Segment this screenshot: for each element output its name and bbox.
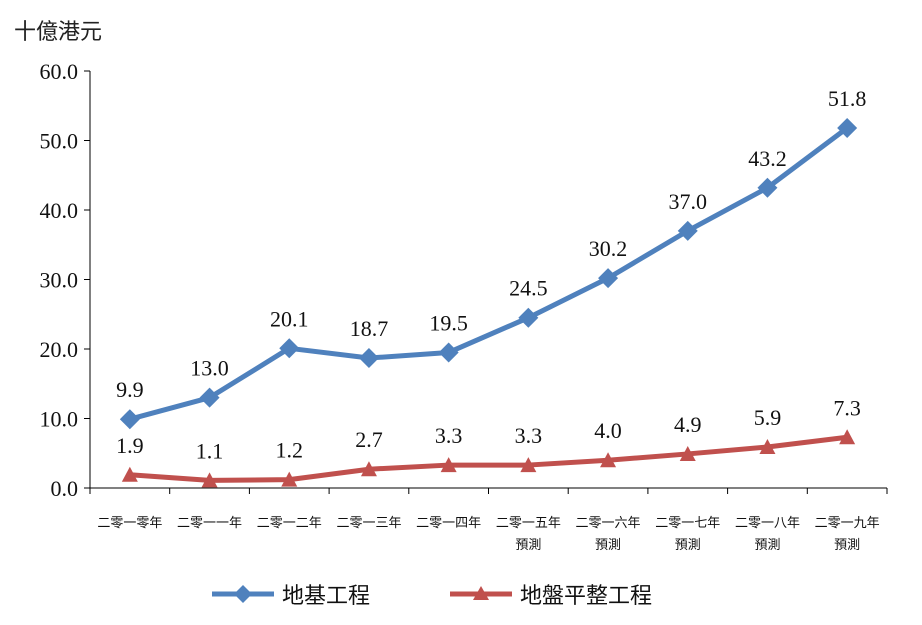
data-point-marker <box>677 220 698 241</box>
data-point-marker <box>518 307 539 328</box>
x-tick-label: 二零一三年 <box>336 516 401 531</box>
x-tick-label: 二零一七年 <box>655 516 720 531</box>
data-label: 1.2 <box>276 438 304 463</box>
y-tick-label: 50.0 <box>40 129 79 154</box>
data-label: 24.5 <box>509 276 548 301</box>
legend-marker-site-formation <box>450 586 513 600</box>
legend-marker-foundation <box>212 585 274 603</box>
data-point-marker <box>121 466 138 482</box>
data-point-marker <box>440 457 457 473</box>
x-tick-label: 預測 <box>834 538 860 553</box>
data-point-marker <box>358 348 379 369</box>
data-point-marker <box>839 429 856 445</box>
y-tick-label: 60.0 <box>40 59 79 84</box>
data-label: 4.0 <box>594 418 622 443</box>
data-point-marker <box>438 342 459 363</box>
x-tick-label: 二零一四年 <box>416 516 481 531</box>
series-line-0 <box>129 125 849 422</box>
data-point-marker <box>201 472 218 488</box>
x-tick-label: 預測 <box>675 538 701 553</box>
data-label: 19.5 <box>429 310 468 335</box>
data-label: 37.0 <box>669 189 708 214</box>
x-tick-label: 二零一零年 <box>97 516 162 531</box>
data-label: 30.2 <box>589 236 628 261</box>
y-axis-unit-label: 十億港元 <box>14 20 103 45</box>
series-line-1 <box>129 434 848 483</box>
data-point-marker <box>598 268 619 289</box>
x-tick-label: 二零一八年 <box>735 516 800 531</box>
data-point-marker <box>757 177 778 198</box>
data-point-marker <box>199 387 220 408</box>
data-label: 18.7 <box>350 316 389 341</box>
data-label: 7.3 <box>833 395 861 420</box>
data-label: 51.8 <box>828 86 867 111</box>
y-tick-label: 30.0 <box>40 268 79 293</box>
legend-label-site-formation: 地盤平整工程 <box>520 584 653 609</box>
data-label: 13.0 <box>190 356 229 381</box>
chart-legend: 地基工程 地盤平整工程 <box>210 578 652 610</box>
legend-item-foundation: 地基工程 <box>210 578 370 610</box>
data-point-marker <box>520 457 537 473</box>
y-tick-label: 10.0 <box>40 407 79 432</box>
data-label: 43.2 <box>748 146 787 171</box>
data-point-marker <box>279 338 300 359</box>
x-tick-label: 預測 <box>515 538 541 553</box>
legend-label-foundation: 地基工程 <box>282 584 371 609</box>
x-tick-label: 二零一一年 <box>177 516 242 531</box>
data-label: 1.9 <box>116 433 144 458</box>
data-point-marker <box>119 409 140 430</box>
legend-item-site-formation: 地盤平整工程 <box>448 578 652 610</box>
data-point-marker <box>281 471 298 487</box>
data-point-marker <box>360 461 377 477</box>
data-label: 3.3 <box>435 423 463 448</box>
data-label: 9.9 <box>116 377 144 402</box>
data-label: 3.3 <box>515 423 543 448</box>
data-point-marker <box>759 438 776 454</box>
y-tick-label: 40.0 <box>40 198 79 223</box>
data-label: 4.9 <box>674 412 702 437</box>
data-label: 2.7 <box>355 427 383 452</box>
data-label: 20.1 <box>270 306 309 331</box>
data-point-marker <box>600 452 617 468</box>
x-tick-label: 二零一五年 <box>496 516 561 531</box>
data-point-marker <box>837 117 858 138</box>
data-label: 5.9 <box>754 405 782 430</box>
data-point-marker <box>679 445 696 461</box>
x-tick-label: 預測 <box>754 538 780 553</box>
x-tick-label: 二零一二年 <box>257 516 322 531</box>
y-tick-label: 0.0 <box>51 476 79 501</box>
x-tick-label: 二零一九年 <box>815 516 880 531</box>
x-tick-label: 預測 <box>595 538 621 553</box>
y-tick-label: 20.0 <box>40 337 79 362</box>
data-label: 1.1 <box>196 438 224 463</box>
x-tick-label: 二零一六年 <box>576 516 641 531</box>
